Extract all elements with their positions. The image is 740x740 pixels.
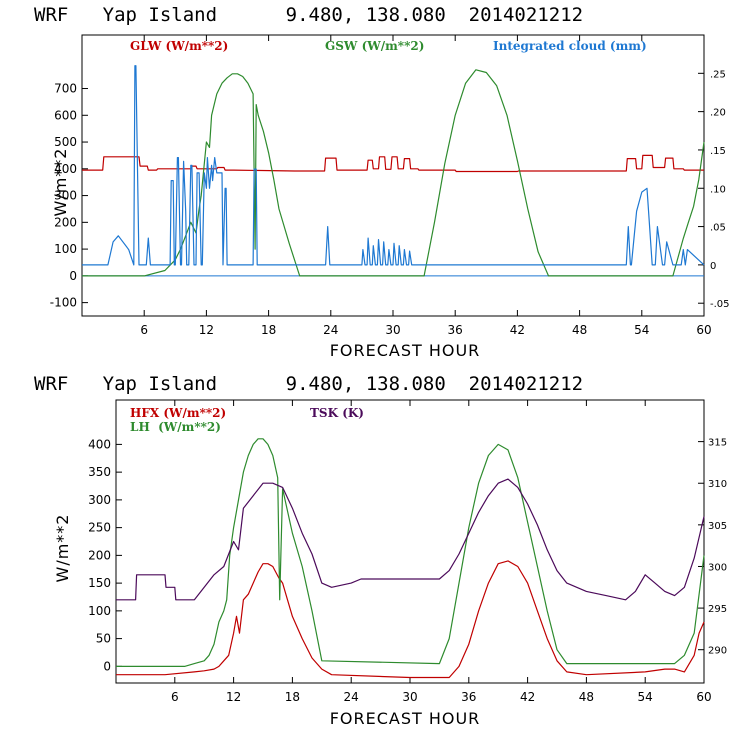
chart-2-xtick-label: 30: [402, 690, 417, 704]
chart-1-ytick-label: 600: [54, 108, 77, 122]
chart-1-ytick-label: 0: [69, 269, 77, 283]
chart-1-title: WRF Yap Island 9.480, 138.080 2014021212: [34, 4, 583, 26]
chart-1-xtick-label: 12: [199, 323, 214, 337]
chart-2-xlabel: FORECAST HOUR: [330, 709, 481, 728]
chart-2-y2tick-label: 305: [708, 521, 727, 532]
chart-1-series-gsw: [82, 69, 705, 277]
chart-2-y2tick-label: 315: [708, 438, 727, 449]
chart-1-legend-cloud: Integrated cloud (mm): [493, 39, 647, 53]
chart-2-ytick-label: 350: [88, 465, 111, 479]
chart-1-frame: [81, 34, 705, 317]
chart-2-xtick-label: 60: [696, 690, 711, 704]
chart-1-series-glw: [82, 154, 704, 173]
chart-1-ytick-label: 200: [54, 215, 77, 229]
chart-1-xtick-label: 36: [448, 323, 463, 337]
chart-2-ytick-label: 200: [88, 548, 111, 562]
chart-1-xtick-label: 6: [140, 323, 148, 337]
chart-1-y2tick-label: .15: [710, 146, 726, 157]
chart-2-ytick-label: 150: [88, 576, 111, 590]
chart-1-y2tick-label: .10: [710, 184, 726, 195]
chart-2-xtick-label: 54: [638, 690, 653, 704]
chart-2-legend-hfx: HFX (W/m**2): [130, 406, 226, 420]
chart-1-series-integrated: [82, 65, 705, 266]
chart-2-xtick-label: 18: [285, 690, 300, 704]
chart-1-ytick-label: 300: [54, 189, 77, 203]
chart-1-xtick-label: 60: [696, 323, 711, 337]
chart-2-ytick-label: 0: [103, 659, 111, 673]
chart-2-title: WRF Yap Island 9.480, 138.080 2014021212: [34, 373, 583, 395]
chart-2-xtick-label: 48: [579, 690, 594, 704]
chart-1-xtick-label: 42: [510, 323, 525, 337]
chart-1-ytick-label: 700: [54, 82, 77, 96]
chart-1-ytick-label: 500: [54, 135, 77, 149]
chart-1-xtick-label: 48: [572, 323, 587, 337]
chart-1-ylabel: W/m**2: [51, 148, 70, 217]
chart-2-series-lh: [116, 438, 705, 667]
chart-2-ytick-label: 400: [88, 437, 111, 451]
chart-2-y2tick-label: 295: [708, 604, 727, 615]
chart-2-series-tsk: [116, 478, 705, 601]
chart-2-legend-lh: LH (W/m**2): [130, 420, 221, 434]
chart-2-ytick-label: 50: [96, 632, 111, 646]
chart-2-xtick-label: 12: [226, 690, 241, 704]
chart-2-ytick-label: 300: [88, 493, 111, 507]
chart-1-xtick-label: 18: [261, 323, 276, 337]
chart-1-legend-glw: GLW (W/m**2): [130, 39, 228, 53]
chart-1-ytick-label: -100: [50, 296, 77, 310]
chart-2-xtick-label: 24: [344, 690, 359, 704]
chart-1-y2tick-label: 0: [710, 261, 716, 272]
chart-2-xtick-label: 6: [171, 690, 179, 704]
chart-2-xtick-label: 42: [520, 690, 535, 704]
chart-2-legend-tsk: TSK (K): [310, 406, 364, 420]
chart-2-y2tick-label: 300: [708, 562, 727, 573]
chart-1-y2tick-label: -.05: [710, 299, 730, 310]
chart-2-ylabel: W/m**2: [53, 514, 72, 583]
chart-2-xtick-label: 36: [461, 690, 476, 704]
chart-1-ytick-label: 400: [54, 162, 77, 176]
chart-1-xlabel: FORECAST HOUR: [330, 341, 481, 360]
chart-1-xtick-label: 24: [323, 323, 338, 337]
chart-1-xtick-label: 30: [385, 323, 400, 337]
chart-2-y2tick-label: 310: [708, 479, 727, 490]
chart-2-ytick-label: 250: [88, 521, 111, 535]
chart-1-y2tick-label: .20: [710, 108, 726, 119]
chart-1-y2tick-label: .25: [710, 69, 726, 80]
chart-2-series-hfx: [116, 560, 705, 679]
chart-1-ytick-label: 100: [54, 242, 77, 256]
chart-1-legend-gsw: GSW (W/m**2): [325, 39, 424, 53]
chart-2-ytick-label: 100: [88, 604, 111, 618]
chart-1-y2tick-label: .05: [710, 223, 726, 234]
chart-2-frame: [115, 399, 705, 684]
chart-2-y2tick-label: 290: [708, 646, 727, 657]
chart-1-xtick-label: 54: [634, 323, 649, 337]
